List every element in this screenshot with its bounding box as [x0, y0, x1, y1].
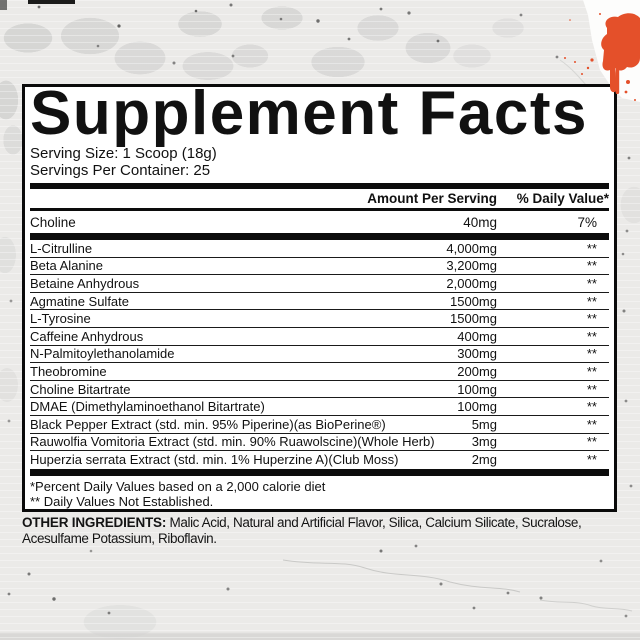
ingredient-name: Rauwolfia Vomitoria Extract (std. min. 9…	[30, 434, 435, 450]
divider-thick	[30, 233, 609, 240]
ingredient-dv: **	[586, 399, 597, 415]
ingredient-row: Theobromine 200mg **	[30, 363, 609, 381]
ingredient-name: Huperzia serrata Extract (std. min. 1% H…	[30, 452, 399, 468]
panel-title: Supplement Facts	[30, 79, 588, 148]
column-header-amount: Amount Per Serving	[367, 191, 497, 206]
ingredient-dv: 7%	[577, 214, 597, 230]
ingredient-amount: 1500mg	[450, 311, 497, 327]
ingredient-amount: 3,200mg	[446, 258, 497, 274]
ingredient-amount: 3mg	[471, 434, 497, 450]
ingredient-amount: 2mg	[471, 452, 497, 468]
ingredient-row: Choline 40mg 7%	[30, 211, 609, 233]
orange-paint-splash-icon	[564, 13, 640, 101]
ingredient-name: L-Citrulline	[30, 240, 93, 256]
other-ingredients-label: OTHER INGREDIENTS:	[22, 515, 167, 530]
ingredient-dv: **	[586, 258, 597, 274]
ingredient-row: Black Pepper Extract (std. min. 95% Pipe…	[30, 416, 609, 434]
ingredient-amount: 300mg	[457, 346, 497, 362]
ingredient-dv: **	[586, 328, 597, 344]
ingredient-amount: 4,000mg	[446, 240, 497, 256]
ingredient-amount: 400mg	[457, 328, 497, 344]
column-header-daily-value: % Daily Value*	[516, 191, 609, 206]
other-ingredients: OTHER INGREDIENTS: Malic Acid, Natural a…	[22, 515, 622, 546]
ingredient-dv: **	[586, 452, 597, 468]
ingredient-dv: **	[586, 363, 597, 379]
footnote-not-established: ** Daily Values Not Established.	[30, 494, 214, 510]
ingredient-dv: **	[586, 434, 597, 450]
ingredient-dv: **	[586, 311, 597, 327]
ingredient-row: Choline Bitartrate 100mg **	[30, 381, 609, 399]
ingredient-dv: **	[586, 346, 597, 362]
ingredient-name: DMAE (Dimethylaminoethanol Bitartrate)	[30, 399, 265, 415]
ingredient-row: Huperzia serrata Extract (std. min. 1% H…	[30, 451, 609, 469]
supplement-facts-panel: Supplement Facts Serving Size: 1 Scoop (…	[22, 79, 617, 512]
ingredient-row: Rauwolfia Vomitoria Extract (std. min. 9…	[30, 434, 609, 452]
ingredient-row: Caffeine Anhydrous 400mg **	[30, 328, 609, 346]
divider-thick	[30, 468, 609, 476]
corner-mark	[0, 0, 7, 10]
other-ingredients-text: Malic Acid, Natural and Artificial Flavo…	[22, 515, 582, 546]
ingredient-row: DMAE (Dimethylaminoethanol Bitartrate) 1…	[30, 398, 609, 416]
ingredient-amount: 100mg	[457, 399, 497, 415]
ingredient-row: N-Palmitoylethanolamide 300mg **	[30, 346, 609, 364]
ingredient-amount: 200mg	[457, 363, 497, 379]
ingredient-name: Agmatine Sulfate	[30, 293, 130, 309]
ingredient-amount: 100mg	[457, 381, 497, 397]
ingredient-dv: **	[586, 293, 597, 309]
ingredient-name: Betaine Anhydrous	[30, 275, 140, 291]
ingredient-amount: 40mg	[463, 214, 497, 230]
ingredient-row: Betaine Anhydrous 2,000mg **	[30, 275, 609, 293]
ingredient-dv: **	[586, 275, 597, 291]
ingredient-name: Theobromine	[30, 363, 107, 379]
ingredient-row: Beta Alanine 3,200mg **	[30, 258, 609, 276]
ingredient-dv: **	[586, 240, 597, 256]
top-edge-mark	[28, 0, 75, 4]
ingredient-table: L-Citrulline 4,000mg ** Beta Alanine 3,2…	[30, 240, 609, 469]
ingredient-row: L-Tyrosine 1500mg **	[30, 310, 609, 328]
ingredient-row: Agmatine Sulfate 1500mg **	[30, 293, 609, 311]
speck-texture	[0, 0, 2, 2]
ingredient-name: L-Tyrosine	[30, 311, 91, 327]
ingredient-dv: **	[586, 416, 597, 432]
ingredient-name: N-Palmitoylethanolamide	[30, 346, 175, 362]
footnote-daily-values: *Percent Daily Values based on a 2,000 c…	[30, 478, 326, 494]
ingredient-amount: 2,000mg	[446, 275, 497, 291]
ingredient-dv: **	[586, 381, 597, 397]
ingredient-amount: 5mg	[471, 416, 497, 432]
ingredient-name: Beta Alanine	[30, 258, 104, 274]
servings-per-container: Servings Per Container: 25	[30, 161, 211, 179]
serving-size: Serving Size: 1 Scoop (18g)	[30, 145, 217, 162]
ingredient-row: L-Citrulline 4,000mg **	[30, 240, 609, 258]
divider-thick	[30, 183, 609, 189]
ingredient-amount: 1500mg	[450, 293, 497, 309]
ingredient-name: Caffeine Anhydrous	[30, 328, 144, 344]
ingredient-name: Choline Bitartrate	[30, 381, 131, 397]
ingredient-name: Choline	[30, 214, 76, 230]
table-header-row: Amount Per Serving % Daily Value*	[30, 189, 609, 211]
ingredient-name: Black Pepper Extract (std. min. 95% Pipe…	[30, 416, 386, 432]
